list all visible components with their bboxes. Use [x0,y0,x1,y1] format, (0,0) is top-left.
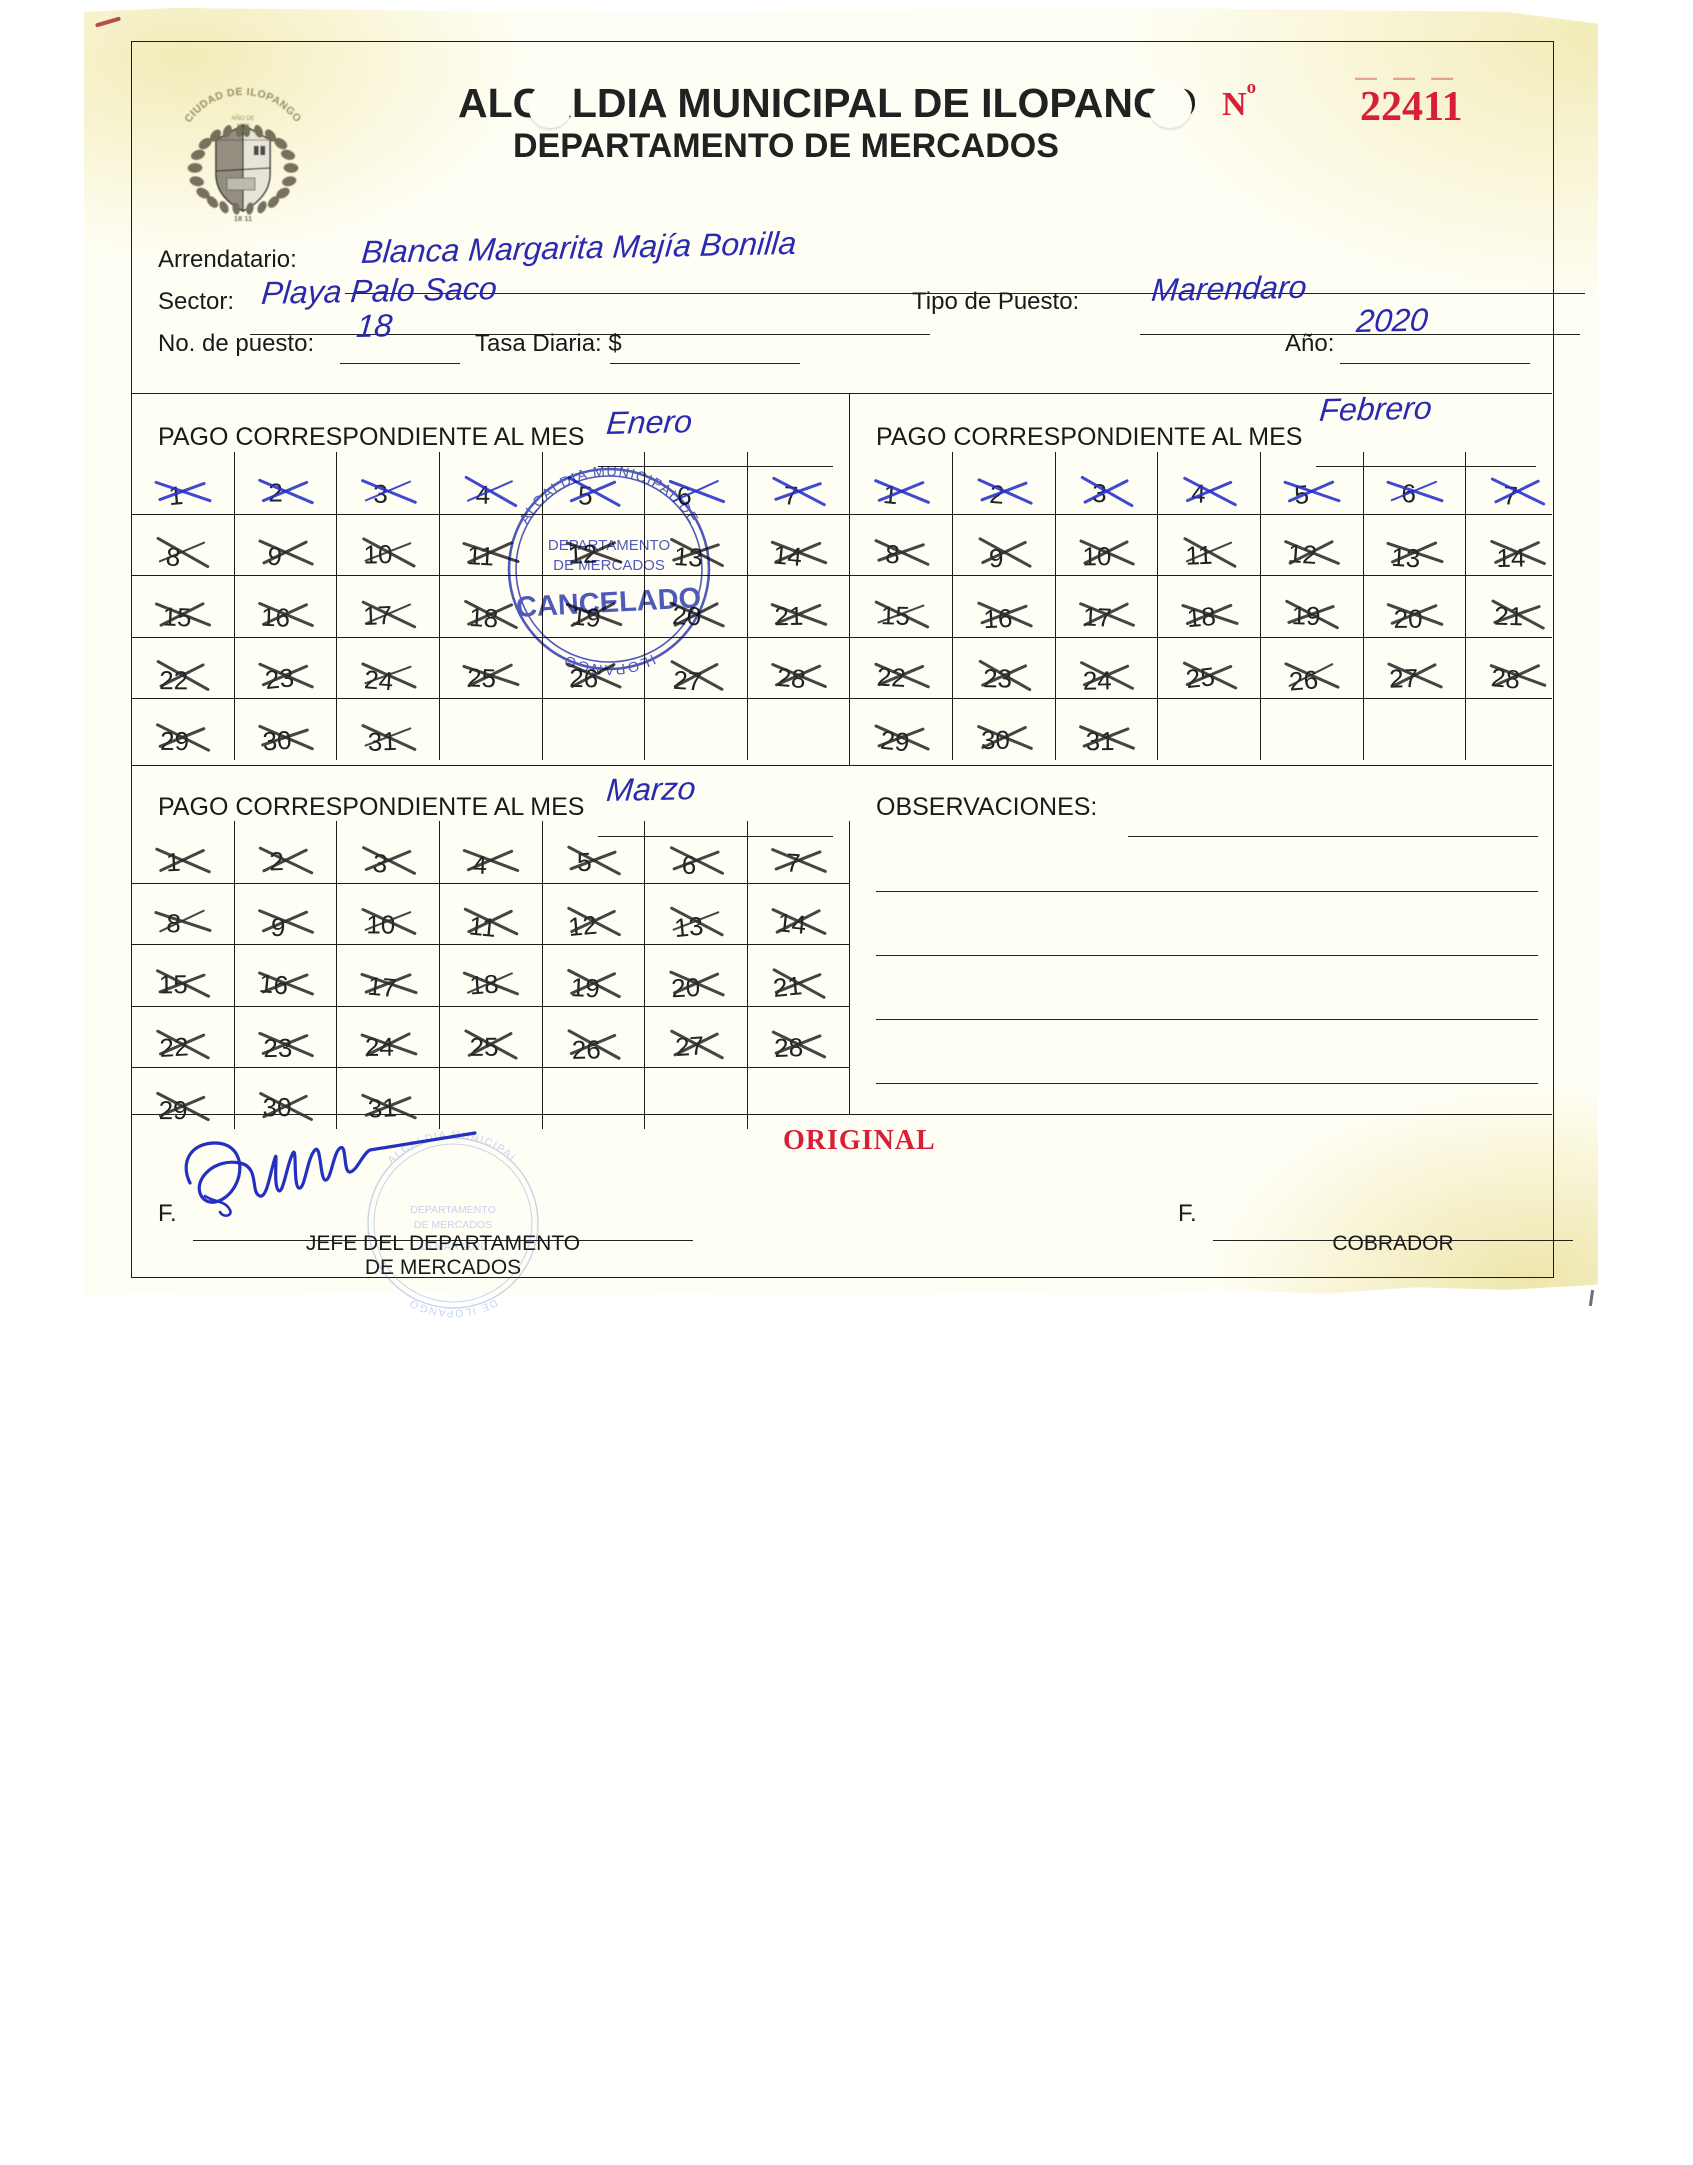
svg-text:ILOPANGO: ILOPANGO [560,651,657,676]
svg-text:CANCELADO: CANCELADO [515,582,702,624]
svg-text:DE ILOPANGO: DE ILOPANGO [407,1296,499,1318]
svg-text:DE MERCADOS: DE MERCADOS [553,557,665,574]
svg-text:15 MAR 2020: 15 MAR 2020 [419,1241,486,1253]
svg-text:DEPARTAMENTO: DEPARTAMENTO [548,537,670,554]
svg-text:AÑO DE: AÑO DE [231,115,254,122]
svg-text:ALCALDIA MUNICIPAL DE: ALCALDIA MUNICIPAL DE [517,464,702,527]
svg-text:18 11: 18 11 [234,214,252,223]
